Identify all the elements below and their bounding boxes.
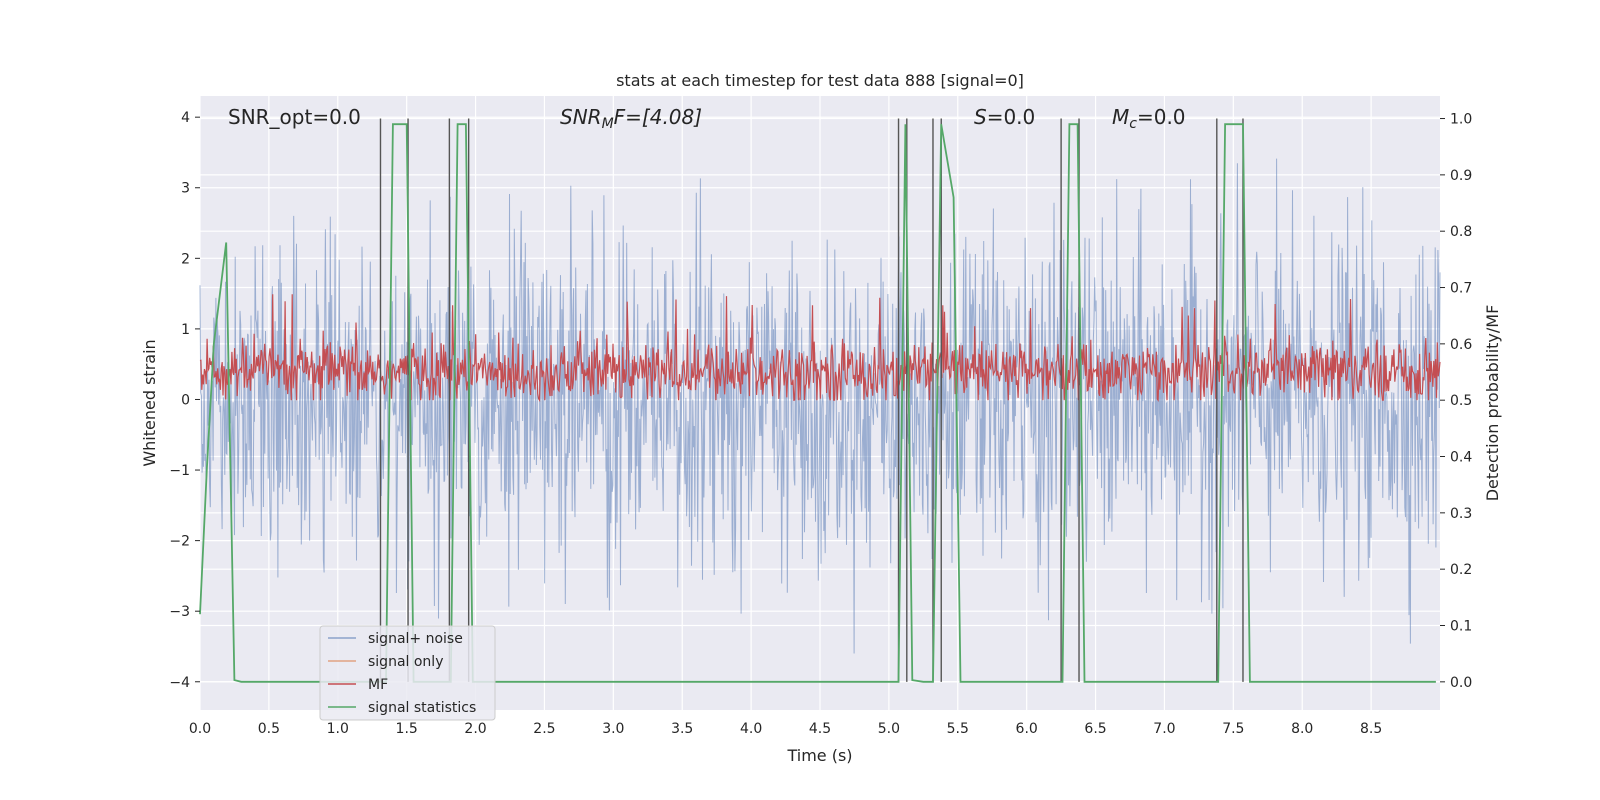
y2-tick-label-4: 0.4: [1450, 450, 1472, 466]
y-tick-label-4: 0: [181, 392, 190, 408]
x-tick-label-14: 7.0: [1153, 721, 1175, 737]
x-tick-label-2: 1.0: [327, 721, 349, 737]
x-tick-label-6: 3.0: [602, 721, 624, 737]
x-tick-label-4: 2.0: [464, 721, 486, 737]
x-axis-label: Time (s): [786, 746, 852, 765]
legend-label-stats: signal statistics: [368, 700, 476, 716]
y2-axis-ticks: 0.0 0.1 0.2 0.3 0.4 0.5 0.6 0.7 0.8 0.9 1.0: [1440, 112, 1472, 691]
annotation-mc-rest: =0.0: [1137, 105, 1186, 129]
y2-tick-label-2: 0.2: [1450, 562, 1472, 578]
y2-tick-label-8: 0.8: [1450, 224, 1472, 240]
x-tick-label-11: 5.5: [947, 721, 969, 737]
x-tick-label-3: 1.5: [396, 721, 418, 737]
legend: signal+ noise signal only MF signal stat…: [319, 625, 496, 721]
y2-tick-label-7: 0.7: [1450, 281, 1472, 297]
annotation-s: S=0.0: [974, 105, 1035, 129]
x-tick-label-1: 0.5: [258, 721, 280, 737]
x-tick-label-9: 4.5: [809, 721, 831, 737]
y-axis-label: Whitened strain: [140, 339, 159, 466]
y-tick-label-0: −4: [169, 675, 190, 691]
annotation-snr-mf-rest: F=[4.08]: [614, 105, 702, 129]
x-tick-label-8: 4.0: [740, 721, 762, 737]
x-tick-label-5: 2.5: [533, 721, 555, 737]
annotation-snr-opt: SNR_opt=0.0: [228, 105, 361, 129]
y2-tick-label-5: 0.5: [1450, 393, 1472, 409]
annotation-mc-italic: M: [1112, 105, 1129, 129]
y-tick-label-7: 3: [181, 181, 190, 197]
annotation-s-rest: =0.0: [987, 105, 1036, 129]
annotation-snr-mf-sub: M: [602, 116, 614, 132]
x-tick-label-10: 5.0: [878, 721, 900, 737]
legend-label-mf: MF: [368, 677, 388, 693]
x-tick-label-17: 8.5: [1360, 721, 1382, 737]
x-tick-label-12: 6.0: [1016, 721, 1038, 737]
x-tick-label-15: 7.5: [1222, 721, 1244, 737]
y2-tick-label-0: 0.0: [1450, 675, 1472, 691]
legend-label-signal-only: signal only: [368, 654, 443, 670]
stats-series: [199, 123, 1436, 683]
annotation-mc: Mc=0.0: [1112, 105, 1186, 132]
mf-series: [199, 294, 1441, 403]
x-tick-label-16: 8.0: [1291, 721, 1313, 737]
y-tick-label-2: −2: [169, 534, 190, 550]
annotation-s-italic: S: [974, 105, 987, 129]
y2-tick-label-9: 0.9: [1450, 168, 1472, 184]
x-axis-ticks: 0.0 0.5 1.0 1.5 2.0 2.5 3.0 3.5 4.0 4.5 5.0 5.5 6.0 6…: [189, 721, 1382, 737]
annotation-snr-mf: SNRMF=[4.08]: [560, 105, 702, 132]
series-mf: [199, 294, 1441, 403]
legend-box: [319, 625, 496, 721]
x-tick-label-7: 3.5: [671, 721, 693, 737]
y2-tick-label-1: 0.1: [1450, 619, 1472, 635]
x-tick-label-0: 0.0: [189, 721, 211, 737]
y2-tick-label-10: 1.0: [1450, 112, 1472, 128]
y-tick-label-1: −3: [169, 604, 190, 620]
series-signal-statistics: [199, 123, 1436, 683]
y-axis-ticks: −4 −3 −2 −1 0 1 2 3 4: [169, 110, 200, 691]
chart-title: stats at each timestep for test data 888…: [616, 71, 1024, 90]
y-tick-label-5: 1: [181, 322, 190, 338]
legend-label-noise: signal+ noise: [368, 631, 463, 647]
annotation-mc-sub: c: [1129, 116, 1137, 132]
y-tick-label-3: −1: [169, 463, 190, 479]
y-tick-label-8: 4: [181, 110, 190, 126]
y2-tick-label-3: 0.3: [1450, 506, 1472, 522]
y-tick-label-6: 2: [181, 251, 190, 267]
y2-axis-label: Detection probability/MF: [1483, 305, 1502, 502]
x-tick-label-13: 6.5: [1084, 721, 1106, 737]
y2-tick-label-6: 0.6: [1450, 337, 1472, 353]
annotation-snr-mf-base: SNR: [560, 105, 602, 129]
